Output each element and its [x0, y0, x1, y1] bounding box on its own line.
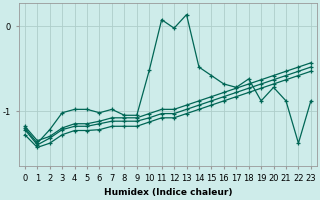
X-axis label: Humidex (Indice chaleur): Humidex (Indice chaleur): [104, 188, 232, 197]
